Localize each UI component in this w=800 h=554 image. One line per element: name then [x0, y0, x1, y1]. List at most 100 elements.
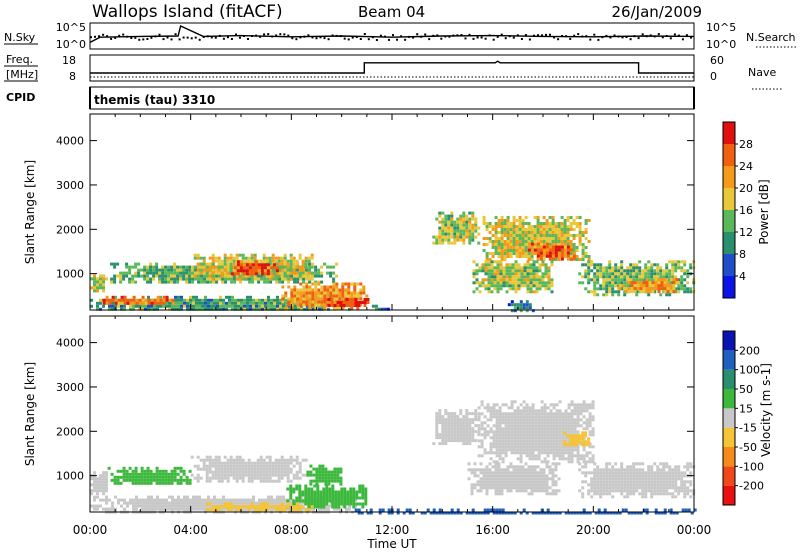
power-cell-4 — [268, 268, 272, 272]
power-cell-3 — [182, 265, 186, 269]
velocity-cell-9 — [585, 460, 589, 464]
power-cell-4 — [190, 274, 194, 278]
velocity-cell-9 — [573, 406, 577, 410]
power-cell-4 — [283, 253, 287, 257]
power-cell-10 — [512, 219, 516, 222]
velocity-cell-4 — [264, 498, 267, 502]
power-cell-12 — [538, 281, 542, 285]
velocity-cell-2 — [256, 464, 260, 468]
power-cell-10 — [506, 222, 510, 225]
velocity-cell-2 — [268, 461, 272, 465]
velocity-cell-2 — [283, 458, 287, 462]
velocity-cell-9 — [498, 451, 502, 455]
power-cell-3 — [281, 277, 285, 281]
power-cell-1 — [198, 301, 201, 305]
velocity-cell-8 — [444, 439, 448, 443]
velocity-cell-1 — [140, 478, 144, 482]
velocity-cell-10 — [488, 483, 492, 487]
power-cell-9 — [447, 217, 451, 221]
power-cell-3 — [173, 280, 177, 284]
power-cell-1 — [201, 301, 204, 305]
velocity-cell-3 — [330, 479, 334, 483]
velocity-cell-9 — [477, 418, 481, 422]
velocity-cell-3 — [336, 476, 340, 480]
noise-sky-sample — [468, 33, 471, 36]
velocity-cell-7 — [378, 508, 382, 512]
velocity-cell-2 — [277, 476, 281, 480]
power-cell-15 — [528, 303, 532, 307]
power-cell-3 — [128, 271, 132, 275]
power-cell-1 — [195, 307, 198, 311]
power-cell-10 — [518, 237, 522, 240]
velocity-cell-10 — [518, 471, 522, 475]
velocity-cell-3 — [318, 476, 322, 480]
velocity-cell-4 — [141, 507, 144, 511]
velocity-cell-1 — [134, 478, 138, 482]
power-cell-12 — [487, 269, 491, 273]
power-cell-4 — [283, 262, 287, 266]
velocity-cell-9 — [552, 448, 556, 452]
velocity-cell-9 — [510, 415, 514, 419]
power-cell-5 — [239, 269, 243, 273]
velocity-cell-1 — [122, 478, 126, 482]
power-cell-2 — [129, 298, 133, 302]
velocity-cell-8 — [456, 415, 460, 419]
power-cell-3 — [140, 274, 144, 278]
velocity-cell-2 — [214, 470, 218, 474]
power-cell-12 — [475, 287, 479, 291]
velocity-cell-9 — [552, 412, 556, 416]
power-cell-13 — [656, 275, 660, 279]
power-cell-1 — [90, 304, 93, 308]
power-cell-1 — [231, 298, 234, 302]
velocity-cell-4 — [141, 504, 144, 508]
power-cell-12 — [499, 278, 503, 282]
velocity-cell-5 — [361, 505, 365, 509]
power-cell-12 — [547, 278, 551, 282]
power-cell-13 — [599, 287, 603, 291]
power-cell-13 — [650, 263, 654, 267]
noise-sky-sample — [609, 36, 612, 39]
power-cell-13 — [617, 290, 621, 294]
power-cell-1 — [288, 307, 291, 311]
power-cell-14 — [639, 284, 643, 288]
velocity-cell-3 — [318, 470, 322, 474]
velocity-cell-4 — [192, 507, 195, 511]
velocity-cell-9 — [585, 451, 589, 455]
power-cell-1 — [246, 307, 249, 311]
power-colorbar-tick-label: 20 — [739, 182, 753, 195]
noise-search-tick-top: 10^5 — [706, 21, 736, 34]
velocity-cell-6 — [217, 505, 221, 509]
power-cell-10 — [506, 240, 510, 243]
velocity-cell-7 — [405, 508, 409, 512]
power-cell-12 — [475, 263, 479, 267]
velocity-cell-6 — [283, 505, 287, 509]
power-cell-3 — [164, 271, 168, 275]
velocity-cell-0 — [96, 480, 99, 484]
power-cell-1 — [207, 301, 210, 305]
velocity-cell-5 — [331, 496, 335, 500]
power-cell-10 — [518, 219, 522, 222]
velocity-cell-6 — [280, 502, 284, 506]
velocity-cell-9 — [543, 403, 547, 407]
velocity-cell-4 — [198, 498, 201, 502]
power-cell-9 — [450, 229, 454, 233]
power-cell-10 — [494, 222, 498, 225]
power-cell-2 — [162, 295, 166, 299]
power-cell-15 — [510, 303, 514, 307]
velocity-cell-5 — [304, 496, 308, 500]
noise-sky-sample — [303, 35, 306, 38]
power-cell-5 — [266, 269, 270, 273]
power-cell-12 — [499, 284, 503, 288]
velocity-cell-10 — [512, 465, 516, 469]
power-cell-6 — [341, 294, 345, 298]
power-cell-9 — [444, 232, 448, 236]
velocity-cell-10 — [509, 483, 513, 487]
velocity-cell-2 — [268, 464, 272, 468]
noise-sky-sample — [641, 33, 644, 36]
velocity-cell-8 — [435, 427, 439, 431]
velocity-cell-1 — [155, 472, 159, 476]
power-cell-10 — [515, 231, 519, 234]
power-colorbar-segment — [723, 254, 735, 276]
velocity-cell-7 — [504, 511, 508, 515]
power-cell-10 — [497, 255, 501, 258]
